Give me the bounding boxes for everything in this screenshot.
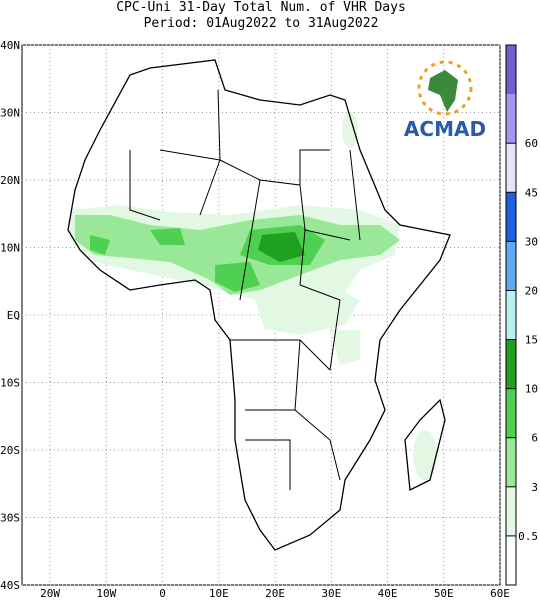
lon-label: 10E [209, 587, 229, 600]
colorbar-label: 6 [531, 432, 538, 445]
colorbar-swatch [506, 388, 516, 438]
colorbar-swatch [506, 45, 516, 95]
colorbar-swatch [506, 339, 516, 389]
lon-label: 60E [490, 587, 510, 600]
lon-label: 30E [321, 587, 341, 600]
subtitle: Period: 01Aug2022 to 31Aug2022 [144, 16, 379, 31]
lat-label: EQ [7, 309, 20, 322]
madagascar-outline [404, 398, 446, 492]
lat-label: 40N [0, 39, 20, 52]
colorbar-label: 60 [525, 137, 538, 150]
lat-label: 10N [0, 242, 20, 255]
colorbar-swatch [506, 94, 516, 144]
colorbar: 0.5 3 6 10 15 20 30 45 60 [505, 44, 538, 586]
lat-label: 40S [0, 579, 20, 592]
colorbar-label: 20 [525, 284, 538, 297]
acmad-logo: ACMAD [404, 60, 486, 141]
lat-label: 20S [0, 444, 20, 457]
lat-label: 20N [0, 174, 20, 187]
plot-area: ACMAD [21, 44, 501, 586]
borders [129, 89, 361, 490]
colorbar-swatch [506, 290, 516, 340]
colorbar-label: 45 [525, 186, 538, 199]
colorbar-swatch [506, 241, 516, 291]
lon-label: 20W [40, 587, 60, 600]
colorbar-swatch [506, 143, 516, 193]
colorbar-frame [505, 44, 517, 586]
colorbar-label: 30 [525, 235, 538, 248]
colorbar-swatch [506, 192, 516, 242]
lon-label: 10W [96, 587, 116, 600]
colorbar-label: 0.5 [518, 530, 538, 543]
logo-text: ACMAD [404, 117, 486, 141]
title: CPC-Uni 31-Day Total Num. of VHR Days [116, 0, 406, 15]
lon-label: 50E [434, 587, 454, 600]
lat-label: 30S [0, 512, 20, 525]
colorbar-label: 3 [531, 481, 538, 494]
lat-label: 10S [0, 377, 20, 390]
lon-label: 0 [159, 587, 166, 600]
lon-label: 40E [378, 587, 398, 600]
colorbar-swatch [506, 486, 516, 536]
colorbar-swatch [506, 535, 516, 585]
lat-label: 30N [0, 107, 20, 120]
precip-shading [70, 112, 437, 480]
lon-label: 20E [265, 587, 285, 600]
africa-outline [67, 59, 451, 551]
colorbar-swatch [506, 437, 516, 487]
colorbar-label: 10 [525, 383, 538, 396]
colorbar-label: 15 [525, 334, 538, 347]
